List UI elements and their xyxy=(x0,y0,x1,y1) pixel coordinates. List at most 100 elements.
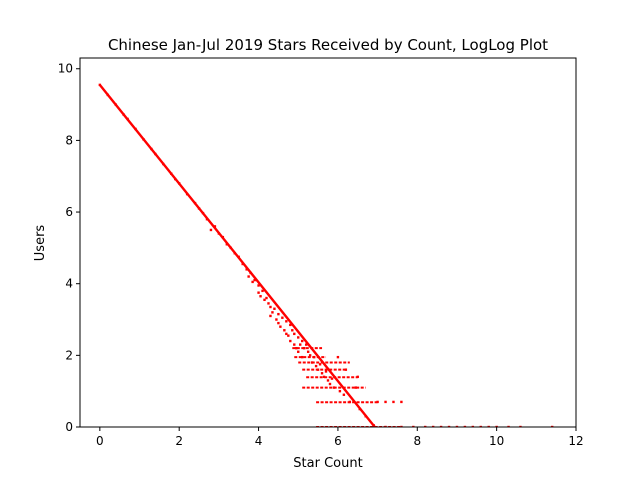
data-point xyxy=(439,425,443,427)
data-point xyxy=(479,425,482,427)
data-point xyxy=(424,425,427,427)
data-point xyxy=(193,201,197,205)
data-point xyxy=(356,375,359,379)
data-point xyxy=(241,262,244,266)
x-tick-label: 4 xyxy=(255,434,263,448)
data-point xyxy=(170,172,173,175)
data-point xyxy=(412,425,415,427)
data-point xyxy=(312,355,316,359)
data-point xyxy=(495,425,498,427)
data-point xyxy=(304,343,308,346)
data-point xyxy=(273,307,276,310)
data-point xyxy=(279,325,282,328)
data-point xyxy=(269,305,272,309)
x-tick-label: 0 xyxy=(96,434,104,448)
data-point xyxy=(372,424,375,427)
data-point xyxy=(283,329,286,332)
data-point xyxy=(265,296,268,300)
data-point xyxy=(285,332,288,336)
data-point xyxy=(384,400,387,404)
data-point xyxy=(275,318,278,321)
y-tick-label: 10 xyxy=(58,62,73,76)
data-point xyxy=(178,182,181,185)
data-point xyxy=(400,400,403,404)
data-point xyxy=(364,415,367,418)
data-point xyxy=(98,83,102,87)
data-point xyxy=(308,354,312,357)
x-axis-label: Star Count xyxy=(293,456,362,471)
data-point xyxy=(233,252,236,255)
x-axis: 0 2 4 6 8 10 12 xyxy=(96,427,584,448)
data-point xyxy=(447,425,451,427)
data-point xyxy=(269,314,272,318)
data-point xyxy=(197,207,201,210)
data-point xyxy=(324,370,328,373)
data-point xyxy=(392,400,395,404)
data-point xyxy=(257,291,260,294)
data-point xyxy=(261,289,264,293)
data-point xyxy=(289,339,292,343)
data-point xyxy=(134,127,137,131)
y-tick-label: 6 xyxy=(65,205,73,219)
data-point xyxy=(251,280,254,284)
data-point xyxy=(314,364,318,368)
data-point xyxy=(277,312,280,316)
data-point xyxy=(463,425,467,427)
data-point xyxy=(217,232,221,235)
y-tick-label: 8 xyxy=(65,133,73,147)
chart-title: Chinese Jan-Jul 2019 Stars Received by C… xyxy=(108,36,548,54)
data-point xyxy=(295,346,298,350)
data-point xyxy=(205,218,209,221)
trend-line xyxy=(98,84,376,427)
data-point xyxy=(267,302,270,305)
data-point xyxy=(519,425,522,427)
y-tick-label: 0 xyxy=(65,420,73,434)
data-point xyxy=(550,425,554,427)
plot-area xyxy=(79,57,577,428)
data-point xyxy=(338,389,342,393)
data-point xyxy=(287,334,290,337)
data-point xyxy=(257,284,260,287)
data-point xyxy=(126,117,129,121)
data-point xyxy=(289,323,292,327)
data-point xyxy=(330,377,334,380)
data-point xyxy=(106,93,109,97)
data-point xyxy=(263,298,266,302)
data-point xyxy=(297,350,300,353)
data-point xyxy=(150,147,153,151)
data-point xyxy=(487,425,490,427)
x-tick-label: 6 xyxy=(334,434,342,448)
data-point xyxy=(376,400,379,404)
data-point xyxy=(201,211,205,215)
data-point xyxy=(229,246,232,250)
data-point xyxy=(174,177,177,181)
data-point xyxy=(310,361,314,364)
data-point xyxy=(253,278,256,282)
data-point xyxy=(293,343,296,346)
y-axis-label: Users xyxy=(33,225,48,262)
data-point xyxy=(213,225,217,228)
data-point xyxy=(122,113,125,116)
y-tick-label: 4 xyxy=(65,277,73,291)
data-point xyxy=(297,336,300,339)
data-point xyxy=(471,425,475,427)
data-point xyxy=(354,386,357,389)
data-point xyxy=(431,425,435,427)
data-point xyxy=(318,363,322,366)
y-tick-label: 2 xyxy=(65,348,73,362)
data-point xyxy=(221,235,225,239)
data-point xyxy=(271,311,274,314)
data-point xyxy=(162,162,165,166)
data-point xyxy=(142,138,145,141)
data-point xyxy=(348,400,352,404)
data-point xyxy=(301,339,304,343)
data-point xyxy=(299,343,302,346)
data-point xyxy=(225,243,229,246)
x-tick-label: 8 xyxy=(413,434,421,448)
series-marks xyxy=(98,83,554,427)
data-point xyxy=(507,425,510,427)
data-point xyxy=(259,295,262,298)
data-point xyxy=(336,355,340,359)
data-point xyxy=(326,379,330,382)
x-tick-label: 12 xyxy=(568,434,583,448)
